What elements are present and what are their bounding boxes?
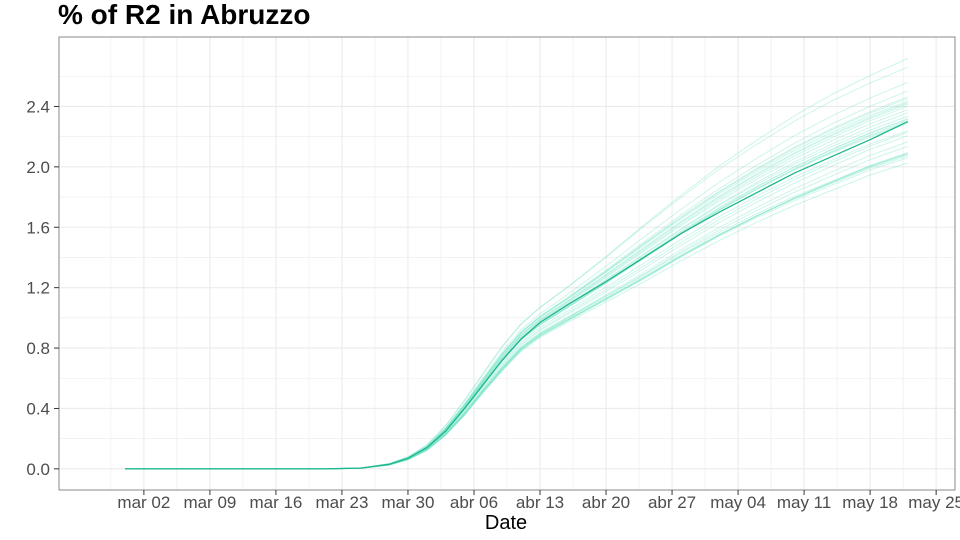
x-tick-label: may 25: [908, 493, 960, 512]
y-axis: 0.0 0.4 0.8 1.2 1.6 2.0 2.4: [26, 97, 59, 479]
x-tick-label: abr 06: [450, 493, 498, 512]
plot-panel-border: [58, 36, 956, 491]
chart-title: % of R2 in Abruzzo: [58, 0, 311, 30]
x-tick-label: mar 02: [117, 493, 170, 512]
x-tick-label: mar 09: [183, 493, 236, 512]
x-tick-label: abr 20: [582, 493, 630, 512]
y-tick-label: 2.4: [26, 97, 50, 116]
x-tick-label: mar 16: [249, 493, 302, 512]
y-tick-label: 1.6: [26, 218, 50, 237]
x-tick-label: may 11: [777, 493, 832, 512]
series-line-central-estimate: [125, 120, 909, 470]
y-tick-label: 0.0: [26, 460, 50, 479]
y-tick-label: 1.2: [26, 279, 50, 298]
x-tick-label: abr 27: [648, 493, 696, 512]
x-tick-label: mar 30: [382, 493, 435, 512]
x-tick-label: abr 13: [516, 493, 564, 512]
y-tick-label: 0.4: [26, 399, 50, 418]
x-axis: mar 02 mar 09 mar 16 mar 23 mar 30 abr 06 abr …: [117, 490, 960, 512]
series-lines: [125, 120, 909, 470]
x-axis-title: Date: [485, 512, 527, 534]
grid-lines: [59, 37, 955, 490]
x-tick-label: may 04: [710, 493, 766, 512]
y-tick-label: 2.0: [26, 158, 50, 177]
y-tick-label: 0.8: [26, 339, 50, 358]
x-tick-label: may 18: [842, 493, 898, 512]
x-tick-label: mar 23: [315, 493, 368, 512]
